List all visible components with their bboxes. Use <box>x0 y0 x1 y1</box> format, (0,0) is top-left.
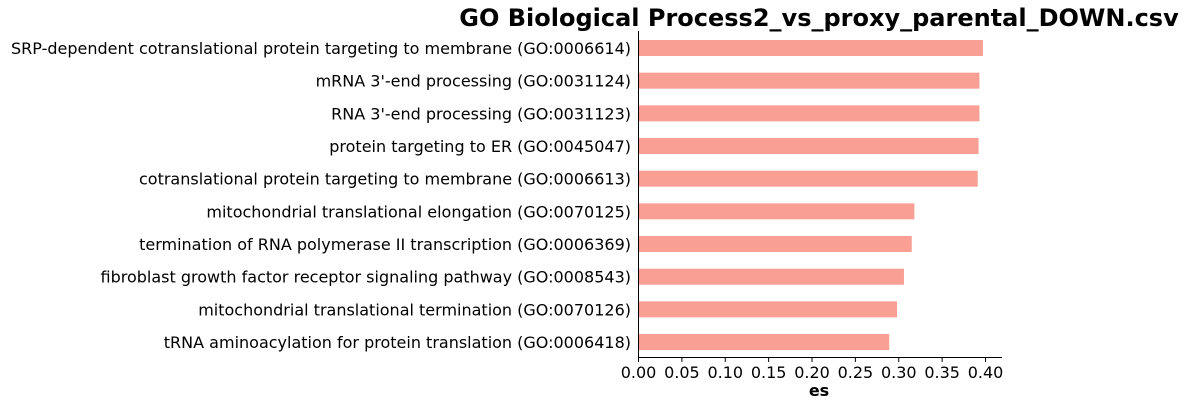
x-tick-label: 0.10 <box>707 363 743 382</box>
x-tick-label: 0.05 <box>664 363 700 382</box>
bar <box>638 236 912 253</box>
category-label: fibroblast growth factor receptor signal… <box>101 268 631 287</box>
x-tick-label: 0.25 <box>838 363 874 382</box>
bar <box>638 138 979 155</box>
bar <box>638 268 904 285</box>
bar <box>638 170 978 187</box>
category-label: termination of RNA polymerase II transcr… <box>139 235 631 254</box>
bar <box>638 301 898 318</box>
category-label: cotranslational protein targeting to mem… <box>139 170 631 189</box>
x-axis-ticks: 0.00 0.05 0.10 0.15 0.20 0.25 0.30 0.35 0.40 <box>621 357 1004 382</box>
category-label: RNA 3'-end processing (GO:0031123) <box>331 104 631 123</box>
x-axis-label: es <box>809 381 829 400</box>
category-label: mRNA 3'-end processing (GO:0031124) <box>316 72 631 91</box>
chart-title: GO Biological Process2_vs_proxy_parental… <box>459 4 1179 32</box>
bar <box>638 105 980 122</box>
category-label: protein targeting to ER (GO:0045047) <box>329 137 631 156</box>
bar <box>638 40 983 56</box>
category-label: mitochondrial translational termination … <box>198 300 631 319</box>
x-tick-label: 0.35 <box>924 363 960 382</box>
bar <box>638 203 915 220</box>
x-tick-label: 0.30 <box>881 363 917 382</box>
category-label: tRNA aminoacylation for protein translat… <box>164 333 631 352</box>
x-tick-label: 0.15 <box>751 363 787 382</box>
category-labels: SRP-dependent cotranslational protein ta… <box>11 39 631 352</box>
x-tick-label: 0.20 <box>794 363 830 382</box>
x-tick-label: 0.40 <box>968 363 1004 382</box>
bar <box>638 334 890 351</box>
bars-layer <box>638 40 983 351</box>
x-tick-label: 0.00 <box>621 363 657 382</box>
category-label: SRP-dependent cotranslational protein ta… <box>11 39 631 58</box>
category-label: mitochondrial translational elongation (… <box>206 202 631 221</box>
bar <box>638 72 980 89</box>
